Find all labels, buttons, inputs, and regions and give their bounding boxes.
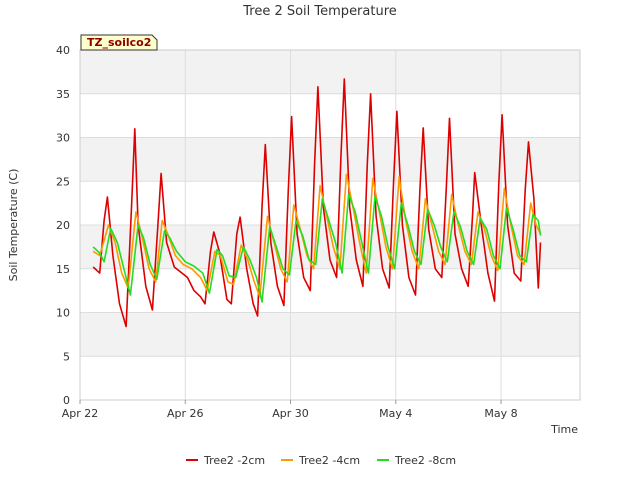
x-axis-ticks: Apr 22 Apr 26 Apr 30 May 4 May 8 xyxy=(62,400,518,420)
y-tick-label: 35 xyxy=(56,88,70,101)
plot-band xyxy=(80,268,580,313)
x-tick-label: Apr 22 xyxy=(62,407,99,420)
legend: Tree2 -2cm Tree2 -4cm Tree2 -8cm xyxy=(186,454,456,467)
x-axis-title: Time xyxy=(550,423,578,436)
tz-badge: TZ_soilco2 xyxy=(80,34,158,51)
y-tick-label: 25 xyxy=(56,175,70,188)
chart-title: Tree 2 Soil Temperature xyxy=(242,4,397,19)
x-tick-label: Apr 26 xyxy=(167,407,204,420)
x-tick-label: May 8 xyxy=(484,407,517,420)
y-tick-label: 30 xyxy=(56,132,70,145)
plot-band xyxy=(80,137,580,182)
plot-band xyxy=(80,93,580,138)
y-axis-title: Soil Temperature (C) xyxy=(7,169,20,282)
legend-label: Tree2 -4cm xyxy=(298,454,360,467)
tz-badge-label: TZ_soilco2 xyxy=(87,36,151,49)
plot-frame xyxy=(79,49,581,401)
y-tick-label: 40 xyxy=(56,44,70,57)
legend-label: Tree2 -2cm xyxy=(203,454,265,467)
y-tick-label: 5 xyxy=(63,350,70,363)
tz-badge-box xyxy=(80,34,158,51)
y-tick-label: 0 xyxy=(63,394,70,407)
y-tick-label: 10 xyxy=(56,307,70,320)
y-tick-label: 15 xyxy=(56,263,70,276)
series-layer xyxy=(92,78,542,328)
x-tick-label: May 4 xyxy=(379,407,412,420)
plot-band xyxy=(80,312,580,357)
y-axis-ticks: 0 5 10 15 20 25 30 35 40 xyxy=(56,44,70,407)
series-line-1 xyxy=(92,78,542,328)
y-tick-label: 20 xyxy=(56,219,70,232)
x-tick-label: Apr 30 xyxy=(272,407,309,420)
series-line-3 xyxy=(92,193,542,303)
legend-label: Tree2 -8cm xyxy=(394,454,456,467)
plot-band xyxy=(80,50,580,94)
plot-band xyxy=(80,356,580,400)
